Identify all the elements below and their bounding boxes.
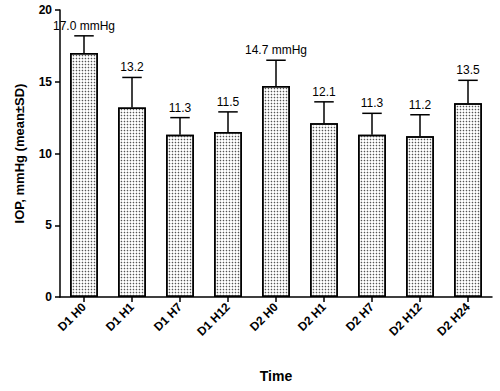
svg-text:D1 H0: D1 H0 bbox=[55, 300, 89, 334]
svg-text:10: 10 bbox=[39, 147, 53, 161]
svg-text:D1 H7: D1 H7 bbox=[151, 300, 185, 334]
svg-text:13.2: 13.2 bbox=[120, 60, 144, 74]
svg-text:11.3: 11.3 bbox=[169, 101, 192, 115]
svg-text:D2 H24: D2 H24 bbox=[434, 300, 473, 339]
svg-text:D1 H12: D1 H12 bbox=[194, 300, 233, 339]
svg-text:5: 5 bbox=[45, 218, 52, 232]
svg-text:17.0 mmHg: 17.0 mmHg bbox=[53, 19, 115, 33]
svg-text:D2 H7: D2 H7 bbox=[343, 300, 377, 334]
svg-text:12.1: 12.1 bbox=[312, 85, 336, 99]
svg-text:D2 H1: D2 H1 bbox=[295, 300, 329, 334]
svg-text:Time: Time bbox=[260, 368, 293, 384]
svg-text:13.5: 13.5 bbox=[456, 63, 480, 77]
svg-text:15: 15 bbox=[39, 75, 53, 89]
svg-text:D1 H1: D1 H1 bbox=[103, 300, 137, 334]
svg-text:11.3: 11.3 bbox=[361, 96, 384, 110]
svg-text:20: 20 bbox=[39, 3, 53, 17]
svg-text:D2 H12: D2 H12 bbox=[386, 300, 425, 339]
svg-text:IOP, mmHg (mean±SD): IOP, mmHg (mean±SD) bbox=[12, 84, 27, 224]
svg-text:D2 H0: D2 H0 bbox=[247, 300, 281, 334]
svg-text:14.7 mmHg: 14.7 mmHg bbox=[245, 43, 307, 57]
svg-text:0: 0 bbox=[45, 290, 52, 304]
svg-text:11.5: 11.5 bbox=[217, 95, 240, 109]
svg-text:11.2: 11.2 bbox=[409, 98, 432, 112]
